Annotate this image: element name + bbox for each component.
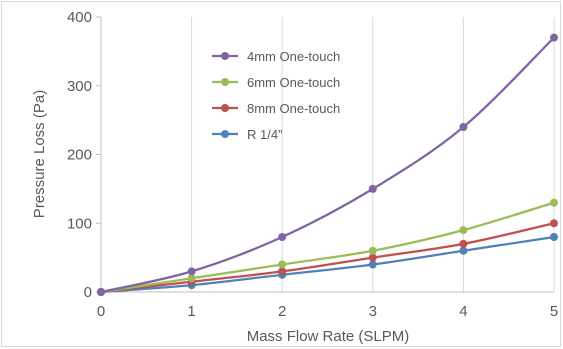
x-tick-label: 0 — [97, 303, 105, 320]
legend-swatch-marker — [221, 104, 229, 112]
data-point — [278, 267, 287, 276]
data-point — [368, 184, 377, 193]
y-tick-label: 300 — [67, 78, 92, 95]
data-point — [278, 233, 287, 241]
legend-item-4: R 1/4” — [212, 127, 282, 142]
axes — [96, 16, 554, 293]
legend-label: 4mm One-touch — [247, 49, 340, 64]
legend-swatch-marker — [221, 52, 229, 60]
y-tick-label: 400 — [67, 9, 92, 26]
data-point — [187, 274, 196, 283]
series-1 — [97, 33, 558, 296]
legend: 4mm One-touch 6mm One-touch 8mm One-touch R… — [212, 49, 340, 142]
data-point — [459, 246, 468, 255]
data-point — [368, 246, 377, 255]
legend-item-1: 4mm One-touch — [212, 49, 340, 64]
x-tick-label: 4 — [459, 303, 467, 320]
data-point — [278, 260, 287, 269]
data-point — [97, 288, 105, 296]
y-tick-label: 0 — [84, 284, 92, 301]
data-point — [459, 123, 468, 131]
y-axis-title: Pressure Loss (Pa) — [31, 90, 48, 218]
x-tick-label: 1 — [187, 303, 195, 320]
data-point — [368, 260, 377, 269]
data-point — [368, 253, 377, 262]
data-point — [550, 233, 558, 241]
legend-swatch-marker — [221, 130, 229, 138]
legend-item-3: 8mm One-touch — [212, 101, 340, 116]
y-tick-label: 200 — [67, 147, 92, 164]
x-tick-label: 5 — [550, 303, 558, 320]
legend-label: R 1/4” — [247, 127, 282, 142]
legend-label: 6mm One-touch — [247, 75, 340, 90]
tick-labels: 0 100 200 300 400 0 1 2 3 4 5 — [67, 9, 558, 320]
data-point — [459, 239, 468, 248]
legend-item-2: 6mm One-touch — [212, 75, 340, 90]
series-line — [100, 235, 555, 294]
data-point — [550, 219, 558, 228]
series-line — [100, 201, 555, 294]
x-tick-label: 3 — [369, 303, 377, 320]
data-point — [459, 226, 468, 235]
x-axis-title: Mass Flow Rate (SLPM) — [247, 328, 410, 345]
y-tick-label: 100 — [67, 215, 92, 232]
plot-series — [97, 33, 558, 296]
legend-swatch-marker — [221, 78, 229, 86]
data-point — [550, 198, 558, 207]
series-line — [100, 222, 555, 294]
x-tick-label: 2 — [278, 303, 286, 320]
data-point — [187, 267, 196, 276]
legend-label: 8mm One-touch — [247, 101, 340, 116]
data-point — [550, 33, 558, 42]
